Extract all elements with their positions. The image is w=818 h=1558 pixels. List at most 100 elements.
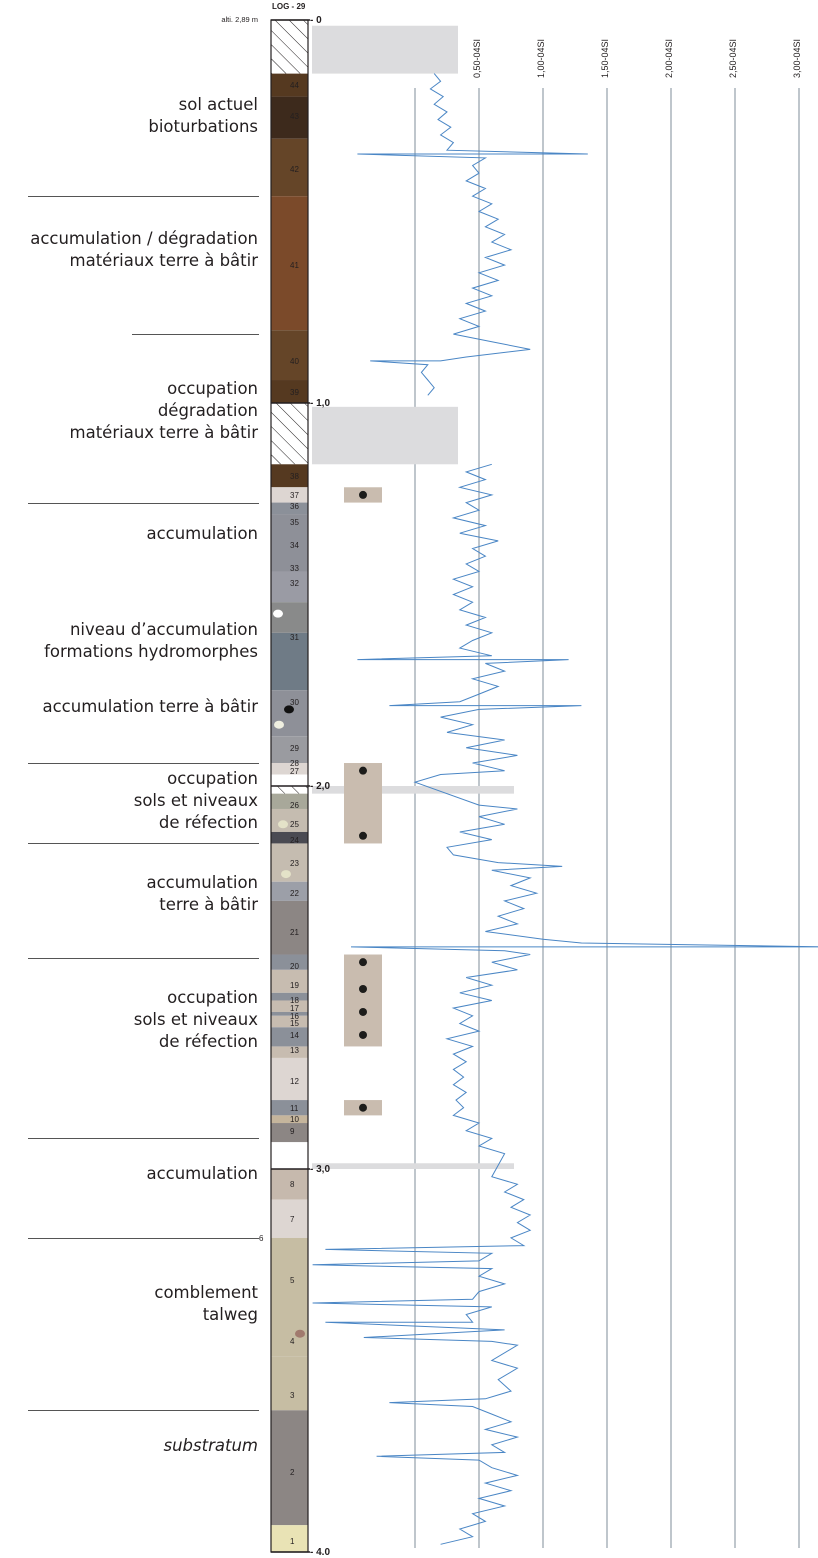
phase-label: niveau d’accumulation formations hydromor… [44,619,258,663]
inclusion [273,609,283,618]
layer-number: 40 [290,356,299,366]
stratum-layer [271,1015,308,1028]
stratum-layer [271,1525,308,1552]
layer-number: 39 [290,387,299,397]
layer-number: 36 [290,502,299,512]
phase-label-line: de réfection [158,813,258,833]
x-tick-label: 1,50-04SI [600,38,610,78]
phase-label-line: accumulation [146,872,258,892]
stratum-layer [271,380,308,403]
phase-label: substratum [164,1435,259,1457]
sample-box [344,763,382,844]
layer-number: 41 [290,261,299,271]
phase-label: accumulation terre à bâtir [146,872,258,916]
depth-mark: - 2,0 [310,781,331,792]
stratum-layer [271,403,308,465]
stratum-layer [271,571,308,603]
phase-label-line: occupation [167,769,258,789]
phase-label-line: sols et niveaux [133,1009,258,1029]
layer-number: 37 [290,490,299,500]
phase-separator [28,958,259,960]
inclusion [295,1329,305,1338]
layer-number: 6 [259,1233,264,1243]
stratigraphic-column [270,19,310,1553]
layer-number: 1 [290,1536,295,1546]
stratum-layer [271,1115,308,1124]
stratum-layer [271,1000,308,1012]
phase-label-line: matériaux terre à bâtir [69,251,258,271]
layer-number: 35 [290,517,299,527]
layer-number: 4 [290,1337,295,1347]
phase-label-line: bioturbations [148,117,258,137]
sample-dot [359,1103,367,1112]
stratum-layer [271,1057,308,1101]
layer-number: 9 [290,1126,295,1136]
phase-label: accumulation terre à bâtir [43,696,259,718]
x-tick-label: 0,50-04SI [472,38,482,78]
stratum-layer [271,330,308,381]
stratum-layer [271,464,308,488]
layer-number: 27 [290,766,299,776]
phase-label-line: accumulation [146,524,258,544]
layer-number: 13 [290,1046,299,1056]
phase-separator [28,502,259,504]
phase-label-line: dégradation [157,400,258,420]
susceptibility-gridlines [414,88,800,1548]
stratum-layer [271,73,308,97]
layer-number: 28 [290,759,299,769]
phase-separator [28,1410,259,1412]
layer-number: 12 [290,1076,299,1086]
layer-number: 34 [290,540,299,550]
phase-label: occupation dégradation matériaux terre à b… [70,378,258,444]
inclusion [278,820,288,829]
stratum-layer [271,487,308,503]
layer-number: 30 [290,697,299,707]
stratum-layer [271,502,308,515]
layer-number: 42 [290,165,299,175]
phase-label-line: occupation [167,378,258,398]
layer-number: 29 [290,743,299,753]
layer-number: 19 [290,981,299,991]
stratum-layer [271,1199,308,1238]
no-data-bands [312,25,514,1169]
inclusion [274,720,284,729]
phase-label-line: talweg [202,1304,258,1324]
layer-number: 20 [290,962,299,971]
phase-label-line: accumulation / dégradation [30,229,258,249]
layer-number: 38 [290,471,299,481]
phase-label-line: matériaux terre à bâtir [69,422,258,442]
x-tick-label: 1,00-04SI [536,38,546,78]
stratum-layer [271,514,308,572]
phase-label-line: comblement [154,1282,258,1302]
no-data-band [312,786,514,794]
stratum-layer [271,881,308,901]
phase-separator [28,1237,259,1239]
stratum-layer [271,138,308,197]
sample-dot [359,766,367,775]
phase-label-line: terre à bâtir [159,894,258,914]
inclusion [281,870,291,879]
susceptibility-curve [312,73,818,1545]
stratum-layer [271,992,308,1001]
stratum-layer [271,831,308,844]
depth-mark: - 4.0 [310,1547,331,1558]
phase-separator [28,763,259,765]
stratum-layer [271,20,308,74]
sample-dot [359,958,367,967]
stratum-layer [271,954,308,970]
layer-number: 32 [290,579,299,588]
depth-mark: - 3,0 [310,1164,331,1175]
layer-number: 7 [290,1214,295,1224]
layer-number: 14 [290,1030,299,1040]
layer-number: 10 [290,1115,299,1125]
stratum-layer [271,1046,308,1058]
phase-label-line: sols et niveaux [133,791,258,811]
sample-dot [359,831,367,840]
layer-number: 22 [290,889,299,899]
depth-mark: - 1,0 [310,398,331,409]
x-tick-label: 3,00-04SI [792,38,802,78]
layer-number: 21 [290,927,299,937]
stratum-layer [271,96,308,139]
layer-number: 33 [290,563,299,573]
